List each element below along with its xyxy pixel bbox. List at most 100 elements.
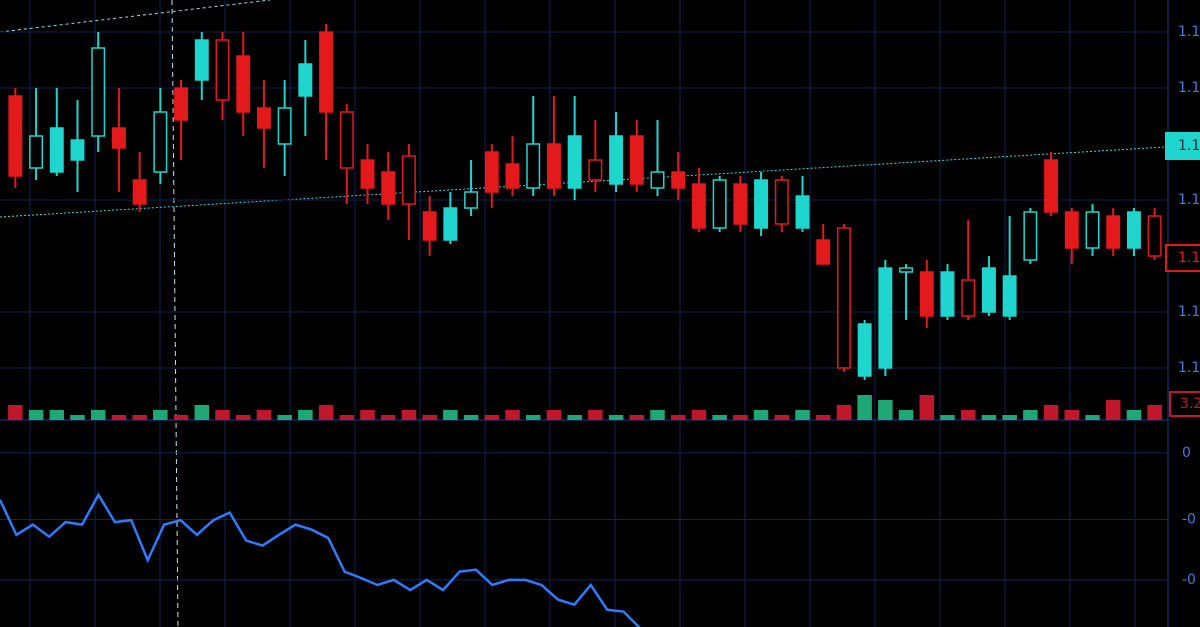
volume-bar (1085, 415, 1100, 420)
candle-body (878, 267, 893, 369)
y-tick-label: 0 (1182, 445, 1191, 461)
price-label: 1.1 (1178, 138, 1200, 154)
candle-body (961, 279, 976, 317)
candle-body (567, 135, 582, 189)
volume-bar (380, 415, 396, 420)
candle-body (298, 63, 313, 97)
volume-bar (463, 415, 479, 420)
volume-bar (256, 410, 272, 420)
volume-bar (194, 405, 210, 420)
candle-body (132, 179, 147, 205)
candle-body (236, 55, 251, 113)
candle-body (8, 95, 23, 177)
candle-body (70, 139, 85, 161)
volume-bar (339, 415, 355, 420)
candle-body (774, 179, 789, 225)
candle-body (1106, 215, 1121, 249)
volume-bar (277, 415, 292, 420)
volume-bar (567, 415, 582, 420)
candle-body (1002, 275, 1017, 317)
candle-body (49, 127, 64, 173)
candle-body (174, 87, 189, 121)
candle-body (609, 135, 624, 185)
candle-body (505, 163, 520, 189)
volume-bar (173, 415, 189, 420)
y-tick-label: 1.1 (1178, 80, 1200, 96)
volume-bar (298, 410, 313, 420)
volume-bar (546, 410, 562, 420)
y-tick-label: 1.1 (1178, 304, 1200, 320)
candle-body (836, 227, 851, 369)
volume-bar (443, 410, 458, 420)
price-line (0, 146, 1166, 218)
indicator-line (0, 492, 641, 627)
candle-body (691, 183, 706, 229)
volume-bar (422, 415, 437, 420)
candle-body (1147, 215, 1162, 257)
volume-bar (733, 415, 748, 420)
volume-bar (795, 410, 810, 420)
candle-body (588, 159, 603, 181)
volume-bar (857, 395, 872, 420)
volume-bar (753, 410, 769, 420)
volume-bar (401, 410, 417, 420)
volume-bar (111, 415, 127, 420)
volume-bar (774, 415, 790, 420)
y-tick-label: 1.1 (1178, 192, 1200, 208)
candle-body (153, 111, 168, 173)
volume-bar (28, 410, 44, 420)
y-tick-label: -0 (1182, 512, 1196, 528)
candle-body (1064, 211, 1079, 249)
candle-body (899, 267, 914, 273)
volume-bar (691, 410, 707, 420)
candle-body (650, 171, 665, 189)
volume-bar (919, 395, 935, 420)
y-tick-label: 1.1 (1178, 360, 1200, 376)
candle-body (29, 135, 44, 169)
candle-body (339, 111, 354, 169)
volume-bar (712, 415, 727, 420)
volume-bar (588, 410, 603, 420)
y-tick-label: 1.1 (1178, 24, 1200, 40)
candle-body (816, 239, 831, 265)
price-label-box (1165, 244, 1200, 272)
candle-body (194, 39, 209, 81)
candle-body (1085, 211, 1100, 249)
crosshair (171, 0, 179, 627)
candle-body (546, 143, 561, 189)
candle-body (111, 127, 126, 149)
volume-bar (215, 410, 230, 420)
volume-bar (235, 415, 251, 420)
volume-bar (49, 410, 65, 420)
candle-body (277, 107, 292, 145)
candle-body (443, 207, 458, 241)
candle-body (360, 159, 375, 189)
candle-body (940, 271, 955, 317)
volume-bar (670, 415, 686, 420)
volume-bar (70, 415, 85, 420)
volume-bar (1064, 410, 1080, 420)
candle-body (91, 47, 106, 137)
volume-bar (525, 415, 541, 420)
candle-body (319, 31, 334, 113)
volume-bar (898, 410, 914, 420)
volume-bar (878, 400, 893, 420)
candle-body (215, 39, 230, 101)
volume-bar (90, 410, 106, 420)
volume-label: 3.2 (1180, 396, 1200, 412)
volume-bar (8, 405, 23, 420)
candle-body (981, 267, 996, 313)
candle-body (526, 143, 541, 189)
volume-bar (815, 415, 831, 420)
volume-bar (1147, 405, 1162, 420)
candle-body (671, 171, 686, 189)
volume-bar (1126, 410, 1142, 420)
volume-bar (629, 415, 645, 420)
volume-label-box (1169, 391, 1200, 417)
volume-bar (1105, 400, 1121, 420)
volume-bar (650, 410, 665, 420)
volume-bar (940, 415, 955, 420)
